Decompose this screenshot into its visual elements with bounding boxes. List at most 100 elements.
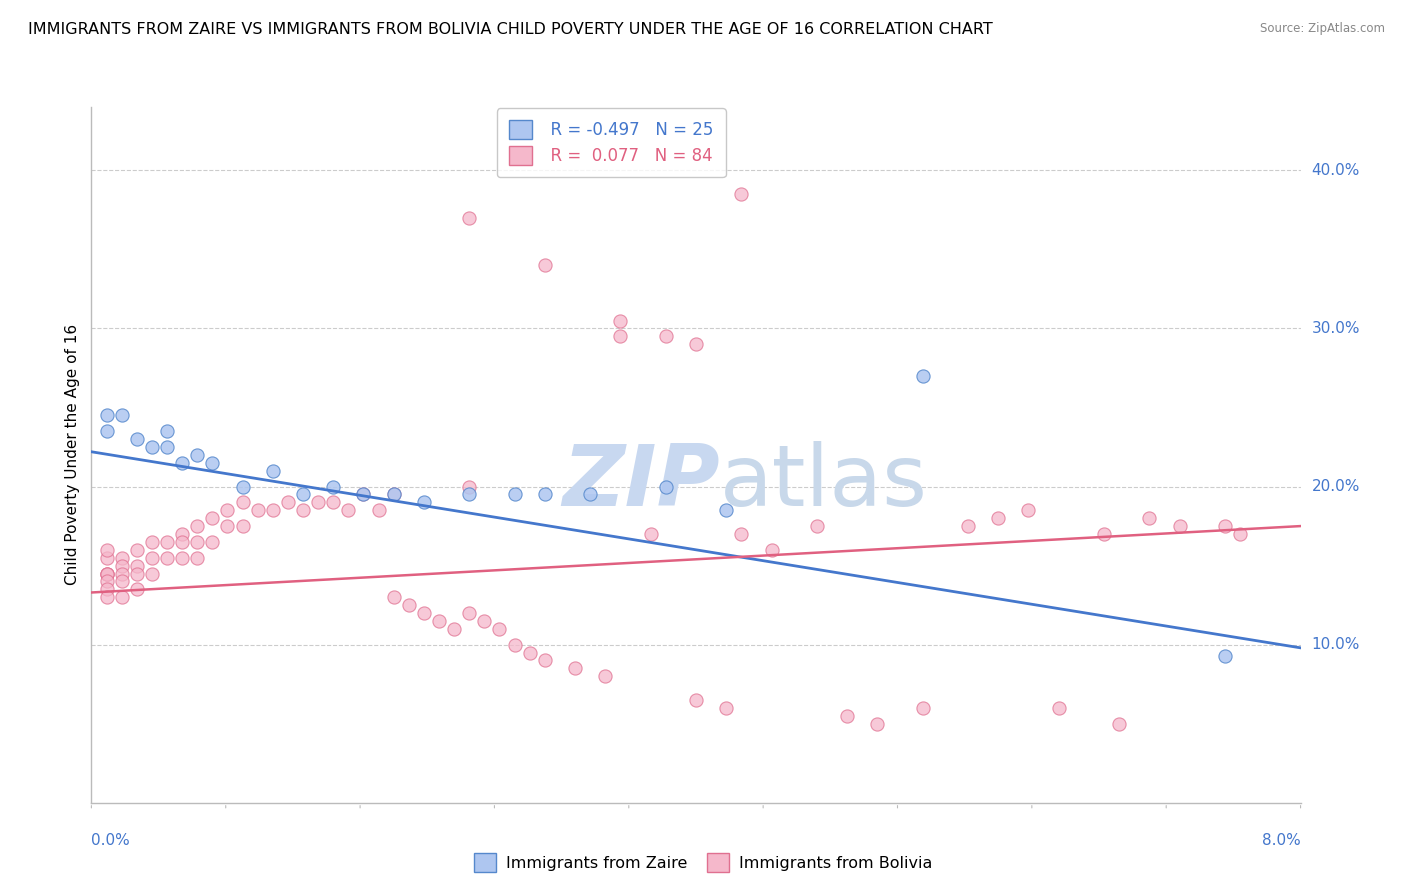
Point xyxy=(835,708,858,723)
Point xyxy=(156,550,179,565)
Point xyxy=(201,511,224,525)
Point xyxy=(96,591,118,605)
Point xyxy=(322,479,344,493)
Point xyxy=(96,582,118,597)
Point xyxy=(685,337,707,351)
Point xyxy=(398,598,420,612)
Text: 40.0%: 40.0% xyxy=(1312,163,1360,178)
Point xyxy=(172,456,194,470)
Point xyxy=(125,566,148,581)
Point xyxy=(472,614,495,628)
Point xyxy=(111,566,132,581)
Point xyxy=(201,534,224,549)
Point xyxy=(956,519,979,533)
Point xyxy=(96,550,118,565)
Text: 0.0%: 0.0% xyxy=(91,833,131,848)
Text: Source: ZipAtlas.com: Source: ZipAtlas.com xyxy=(1260,22,1385,36)
Point xyxy=(217,503,239,517)
Point xyxy=(488,622,510,636)
Point xyxy=(987,511,1010,525)
Point xyxy=(125,582,148,597)
Point xyxy=(458,487,481,501)
Point xyxy=(595,669,617,683)
Text: ZIP: ZIP xyxy=(562,442,720,524)
Point xyxy=(458,606,481,620)
Point xyxy=(231,519,253,533)
Point xyxy=(96,566,118,581)
Point xyxy=(730,186,752,201)
Point xyxy=(111,574,132,589)
Text: 10.0%: 10.0% xyxy=(1312,637,1360,652)
Point xyxy=(714,503,737,517)
Point xyxy=(579,487,602,501)
Point xyxy=(156,440,179,454)
Point xyxy=(382,487,405,501)
Point xyxy=(111,558,132,573)
Point xyxy=(367,503,389,517)
Point xyxy=(125,558,148,573)
Point xyxy=(533,653,555,667)
Point xyxy=(533,487,555,501)
Point xyxy=(1213,519,1236,533)
Point xyxy=(172,550,194,565)
Point xyxy=(458,479,481,493)
Point xyxy=(262,464,284,478)
Point xyxy=(156,424,179,438)
Point xyxy=(172,527,194,541)
Point xyxy=(911,368,934,383)
Point xyxy=(246,503,269,517)
Point xyxy=(519,646,541,660)
Point xyxy=(352,487,374,501)
Point xyxy=(413,495,436,509)
Point xyxy=(292,487,315,501)
Point xyxy=(866,716,889,731)
Point xyxy=(1108,716,1130,731)
Point xyxy=(186,519,208,533)
Text: atlas: atlas xyxy=(720,442,928,524)
Point xyxy=(382,591,405,605)
Point xyxy=(503,638,526,652)
Point xyxy=(685,693,707,707)
Point xyxy=(1213,648,1236,663)
Text: 8.0%: 8.0% xyxy=(1261,833,1301,848)
Point xyxy=(1139,511,1161,525)
Point xyxy=(141,566,163,581)
Point xyxy=(443,622,465,636)
Point xyxy=(111,409,132,423)
Legend: Immigrants from Zaire, Immigrants from Bolivia: Immigrants from Zaire, Immigrants from B… xyxy=(467,845,939,880)
Point xyxy=(730,527,752,541)
Point xyxy=(277,495,299,509)
Point xyxy=(911,701,934,715)
Point xyxy=(458,211,481,225)
Point xyxy=(111,591,132,605)
Point xyxy=(654,479,676,493)
Point xyxy=(292,503,315,517)
Text: 30.0%: 30.0% xyxy=(1312,321,1360,336)
Point xyxy=(156,534,179,549)
Point xyxy=(609,313,631,327)
Point xyxy=(125,432,148,446)
Point xyxy=(1047,701,1070,715)
Point xyxy=(96,574,118,589)
Point xyxy=(141,440,163,454)
Point xyxy=(96,566,118,581)
Point xyxy=(533,258,555,272)
Point xyxy=(217,519,239,533)
Point xyxy=(382,487,405,501)
Point xyxy=(186,550,208,565)
Point xyxy=(1092,527,1115,541)
Point xyxy=(96,409,118,423)
Text: 20.0%: 20.0% xyxy=(1312,479,1360,494)
Point xyxy=(714,701,737,715)
Point xyxy=(806,519,828,533)
Point xyxy=(186,448,208,462)
Point xyxy=(609,329,631,343)
Legend:   R = -0.497   N = 25,   R =  0.077   N = 84: R = -0.497 N = 25, R = 0.077 N = 84 xyxy=(498,109,725,177)
Point xyxy=(231,479,253,493)
Point xyxy=(337,503,360,517)
Point xyxy=(96,424,118,438)
Point xyxy=(1018,503,1040,517)
Point xyxy=(761,542,783,557)
Point xyxy=(141,550,163,565)
Point xyxy=(640,527,662,541)
